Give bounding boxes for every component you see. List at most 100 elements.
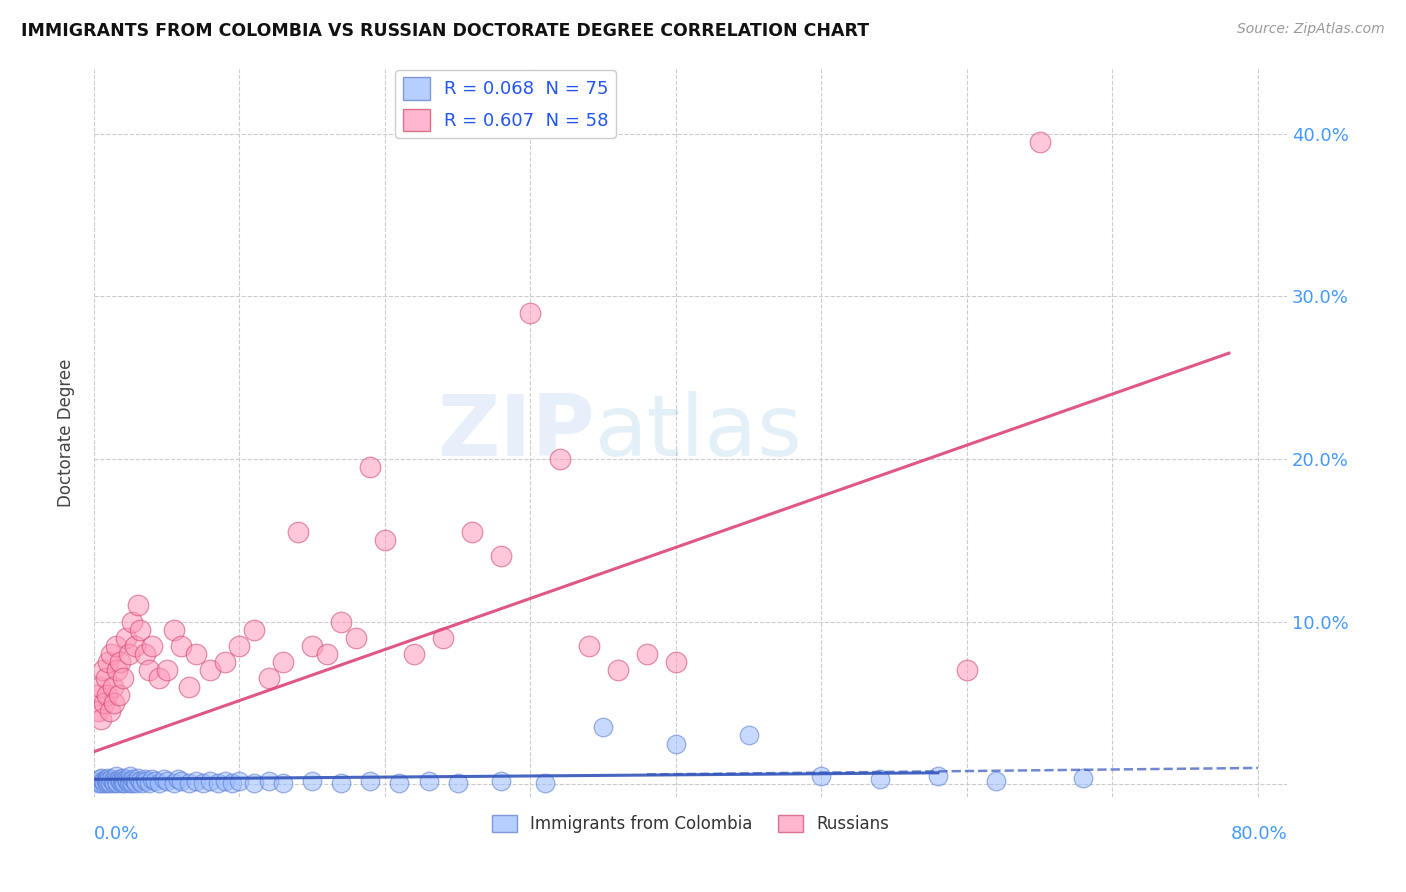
Point xyxy=(89,680,111,694)
Point xyxy=(141,639,163,653)
Point xyxy=(214,774,236,789)
Point xyxy=(100,772,122,787)
Point xyxy=(118,775,141,789)
Point xyxy=(135,774,157,789)
Point xyxy=(461,525,484,540)
Point xyxy=(89,772,111,787)
Point xyxy=(127,771,149,785)
Point xyxy=(94,774,117,789)
Point xyxy=(129,623,152,637)
Point xyxy=(534,775,557,789)
Point xyxy=(100,647,122,661)
Point xyxy=(163,623,186,637)
Point xyxy=(221,775,243,789)
Point xyxy=(984,774,1007,789)
Point xyxy=(127,599,149,613)
Point xyxy=(869,772,891,787)
Point xyxy=(257,672,280,686)
Point xyxy=(124,639,146,653)
Point xyxy=(491,774,513,789)
Point xyxy=(98,775,121,789)
Point xyxy=(129,774,152,789)
Point xyxy=(447,775,470,789)
Point xyxy=(184,774,207,789)
Point xyxy=(97,655,120,669)
Point xyxy=(94,772,117,787)
Point xyxy=(330,615,353,629)
Point xyxy=(170,774,193,789)
Point xyxy=(374,533,396,548)
Point xyxy=(141,772,163,787)
Point xyxy=(101,680,124,694)
Text: Source: ZipAtlas.com: Source: ZipAtlas.com xyxy=(1237,22,1385,37)
Point xyxy=(121,615,143,629)
Text: 0.0%: 0.0% xyxy=(94,825,139,843)
Point xyxy=(121,775,143,789)
Point xyxy=(93,775,115,789)
Point xyxy=(104,639,127,653)
Point xyxy=(315,647,337,661)
Point xyxy=(271,775,294,789)
Point xyxy=(592,720,614,734)
Point xyxy=(107,772,129,787)
Point xyxy=(105,664,128,678)
Point xyxy=(163,775,186,789)
Point xyxy=(152,772,174,787)
Point xyxy=(131,775,153,789)
Point xyxy=(94,672,117,686)
Point xyxy=(243,775,266,789)
Point xyxy=(344,631,367,645)
Point xyxy=(927,769,949,783)
Point xyxy=(115,772,138,787)
Point xyxy=(491,549,513,564)
Point xyxy=(103,775,125,789)
Point xyxy=(112,774,135,789)
Point xyxy=(120,769,142,783)
Point xyxy=(359,460,381,475)
Point xyxy=(114,775,136,789)
Point xyxy=(156,664,179,678)
Point xyxy=(96,688,118,702)
Point xyxy=(93,696,115,710)
Point xyxy=(1073,771,1095,785)
Point xyxy=(665,655,688,669)
Point xyxy=(271,655,294,669)
Point xyxy=(112,672,135,686)
Point xyxy=(104,774,127,789)
Point xyxy=(287,525,309,540)
Point xyxy=(200,774,222,789)
Point xyxy=(134,772,156,787)
Point xyxy=(148,775,170,789)
Point xyxy=(200,664,222,678)
Point xyxy=(191,775,214,789)
Point xyxy=(956,664,979,678)
Point xyxy=(228,639,250,653)
Point xyxy=(91,664,114,678)
Point xyxy=(388,775,411,789)
Point xyxy=(118,647,141,661)
Point xyxy=(402,647,425,661)
Point xyxy=(107,688,129,702)
Point xyxy=(90,771,112,785)
Point xyxy=(112,771,135,785)
Point xyxy=(97,771,120,785)
Point xyxy=(156,774,179,789)
Point xyxy=(606,664,628,678)
Point xyxy=(90,775,112,789)
Point xyxy=(110,775,132,789)
Point xyxy=(578,639,600,653)
Point xyxy=(117,774,139,789)
Point xyxy=(143,774,166,789)
Point xyxy=(108,774,131,789)
Text: IMMIGRANTS FROM COLOMBIA VS RUSSIAN DOCTORATE DEGREE CORRELATION CHART: IMMIGRANTS FROM COLOMBIA VS RUSSIAN DOCT… xyxy=(21,22,869,40)
Point xyxy=(359,774,381,789)
Point xyxy=(122,772,145,787)
Point xyxy=(90,712,112,726)
Point xyxy=(87,775,110,789)
Point xyxy=(101,774,124,789)
Point xyxy=(86,688,108,702)
Point xyxy=(103,696,125,710)
Point xyxy=(104,769,127,783)
Point xyxy=(301,774,323,789)
Point xyxy=(98,704,121,718)
